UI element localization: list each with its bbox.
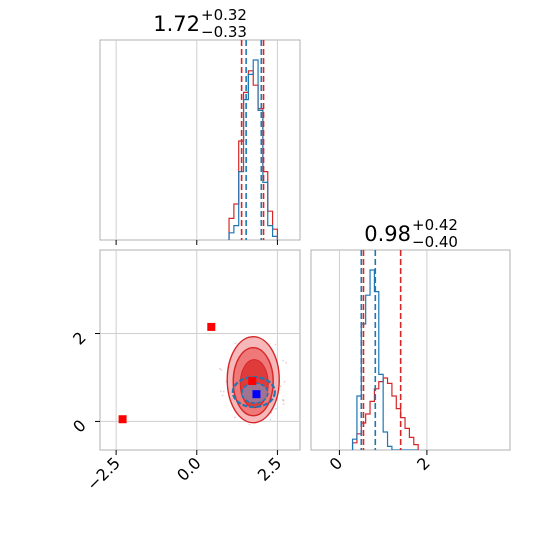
x-tick-label-param-2: 0 — [326, 453, 347, 474]
joint-marks — [118, 322, 288, 426]
joint-sample-point — [274, 407, 277, 410]
joint-red-square — [248, 376, 257, 385]
marginal-1-grid — [115, 40, 278, 240]
y-tick-label-param-2: 2 — [69, 328, 90, 349]
title-param-1: 1.72 +0.32 −0.33 — [153, 6, 247, 41]
joint-sample-point — [220, 369, 223, 371]
marginal-2-hist-series-b — [351, 269, 419, 450]
x-tick-label-param-1: −2.5 — [83, 453, 124, 494]
joint-sample-point — [269, 418, 272, 421]
joint-sample-point — [222, 390, 225, 393]
title-param-2: 0.98 +0.42 −0.40 — [364, 216, 458, 251]
x-tick-label-param-1: 0.0 — [173, 453, 204, 484]
title-2-upper: +0.42 — [412, 216, 458, 234]
title-2-median: 0.98 — [364, 222, 411, 246]
joint-red-square — [207, 322, 216, 331]
joint-sample-point — [279, 385, 282, 388]
joint-blue-square — [252, 390, 261, 399]
joint-sample-point — [234, 416, 236, 419]
joint-sample-point — [282, 359, 285, 362]
marginal-2-panel — [310, 249, 511, 451]
title-1-upper: +0.32 — [201, 6, 247, 24]
title-1-lower: −0.33 — [201, 23, 247, 41]
joint-sample-point — [283, 380, 286, 383]
y-tick-label-param-2: 0 — [69, 416, 90, 437]
joint-sample-point — [285, 361, 288, 364]
title-1-median: 1.72 — [153, 12, 200, 36]
joint-sample-point — [234, 342, 237, 345]
x-tick-label-param-2: 2 — [413, 453, 434, 474]
joint-sample-point — [219, 390, 222, 393]
joint-sample-point — [248, 423, 251, 426]
marginal-1-panel — [99, 39, 301, 241]
joint-red-square — [118, 415, 127, 424]
joint-grid — [100, 250, 300, 450]
marginal-2-marks — [351, 250, 419, 450]
marginal-1-hist-series-b — [228, 59, 279, 240]
joint-sample-point — [274, 343, 277, 346]
joint-sample-point — [282, 403, 285, 405]
joint-sample-point — [219, 367, 221, 370]
marginal-2-grid — [338, 250, 428, 450]
marginal-1-hist-series-a — [228, 70, 279, 240]
joint-sample-point — [221, 394, 224, 397]
title-2-lower: −0.40 — [412, 233, 458, 251]
joint-panel — [99, 249, 301, 451]
joint-sample-point — [282, 398, 285, 401]
x-tick-label-param-1: 2.5 — [254, 453, 285, 484]
marginal-1-marks — [228, 40, 279, 240]
